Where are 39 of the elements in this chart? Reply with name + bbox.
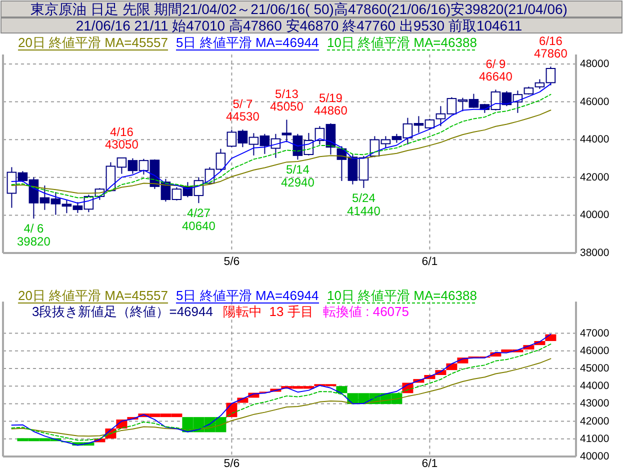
annotation: 4/27 40640 xyxy=(182,206,216,234)
annotation: 6/ 9 46640 xyxy=(479,57,513,84)
text: 20日 終値平滑 MA=45557 xyxy=(18,288,168,303)
annotation: 5/19 44860 xyxy=(314,90,348,118)
annotation: 5/24 41440 xyxy=(347,190,381,218)
text: 20日 終値平滑 MA=45557 xyxy=(18,35,168,50)
y-tick-label: 46000 xyxy=(580,96,610,108)
chart-title: 東京原油 日足 先限 期間21/04/02～21/06/16( 50)高47860(21/06/16)安39820(21/04/06) xyxy=(30,1,568,17)
y-tick-label: 44000 xyxy=(580,380,610,392)
x-tick-label: 6/1 xyxy=(422,458,438,470)
annotation: 4/ 6 39820 xyxy=(17,222,51,249)
y-tick-label: 45000 xyxy=(580,362,610,374)
y-tick-label: 41000 xyxy=(580,432,610,445)
annotation: 6/16 47860 xyxy=(534,34,568,61)
chart-subtitle: 21/06/16 21/11 始47010 高47860 安46870 終47760 出9530 前取104611 xyxy=(76,18,522,34)
y-tick-label: 42000 xyxy=(580,415,610,428)
annotation: 5/ 7 44530 xyxy=(226,97,260,124)
y-tick-label: 43000 xyxy=(580,398,610,410)
annotation: 3段抜き新値足（終値）=46944 xyxy=(32,304,213,319)
annotation: 陽転中 13 手目 xyxy=(223,304,314,319)
text: 5日 終値平滑 MA=46944 xyxy=(176,288,319,303)
y-tick-label: 48000 xyxy=(580,58,610,70)
x-tick-label: 5/6 xyxy=(224,458,240,470)
annotation: 4/16 43050 xyxy=(105,125,139,152)
y-tick-label: 42000 xyxy=(580,171,610,184)
y-tick-label: 46000 xyxy=(580,344,610,357)
annotation: 5/13 45050 xyxy=(270,87,304,114)
y-tick-label: 40000 xyxy=(580,450,610,462)
y-tick-label: 44000 xyxy=(580,134,610,146)
x-tick-label: 6/1 xyxy=(422,256,438,268)
x-tick-label: 5/6 xyxy=(224,256,240,268)
text: 10日 終値平滑 MA=46388 xyxy=(327,35,477,50)
annotation: 転換値 : 46075 xyxy=(323,304,409,319)
text: 5日 終値平滑 MA=46944 xyxy=(176,35,319,50)
text: 10日 終値平滑 MA=46388 xyxy=(327,288,477,303)
y-tick-label: 38000 xyxy=(580,247,610,259)
y-tick-label: 47000 xyxy=(580,327,610,340)
y-tick-label: 40000 xyxy=(580,209,610,222)
annotation: 5/14 42940 xyxy=(281,162,315,190)
